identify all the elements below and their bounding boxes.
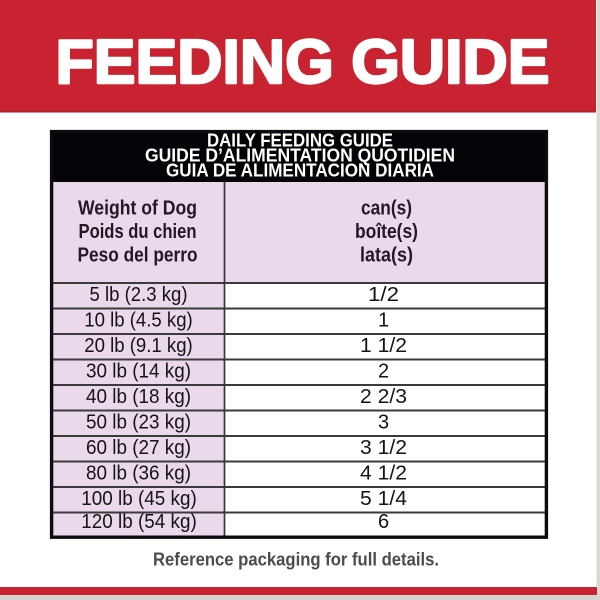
svg-text:20 lb (9.1 kg): 20 lb (9.1 kg) — [84, 335, 193, 357]
svg-text:can(s): can(s) — [361, 197, 412, 220]
svg-text:1/2: 1/2 — [368, 284, 399, 306]
svg-text:1 1/2: 1 1/2 — [360, 335, 407, 357]
svg-text:40 lb (18 kg): 40 lb (18 kg) — [86, 386, 191, 408]
svg-text:6: 6 — [378, 511, 389, 533]
svg-text:FEEDING GUIDE: FEEDING GUIDE — [56, 28, 550, 97]
svg-text:Weight of Dog: Weight of Dog — [78, 197, 197, 220]
svg-text:GUIDE D’ALIMENTATION QUOTIDIEN: GUIDE D’ALIMENTATION QUOTIDIEN — [145, 145, 455, 165]
svg-text:50 lb (23 kg): 50 lb (23 kg) — [86, 412, 191, 434]
svg-text:10 lb (4.5 kg): 10 lb (4.5 kg) — [84, 310, 193, 332]
svg-text:80 lb (36 kg): 80 lb (36 kg) — [86, 463, 191, 485]
svg-text:30 lb (14 kg): 30 lb (14 kg) — [86, 361, 191, 383]
svg-text:lata(s): lata(s) — [360, 244, 413, 267]
svg-text:Peso del perro: Peso del perro — [78, 244, 198, 267]
svg-text:1: 1 — [378, 310, 389, 332]
svg-text:3 1/2: 3 1/2 — [360, 437, 407, 459]
svg-text:GUIA DE ALIMENTACION DIARIA: GUIA DE ALIMENTACION DIARIA — [166, 160, 434, 180]
svg-text:2: 2 — [378, 361, 389, 383]
svg-text:60 lb (27 kg): 60 lb (27 kg) — [86, 437, 191, 459]
svg-text:2 2/3: 2 2/3 — [360, 386, 407, 408]
svg-text:Reference packaging for full d: Reference packaging for full details. — [153, 550, 439, 570]
svg-text:DAILY FEEDING GUIDE: DAILY FEEDING GUIDE — [207, 131, 393, 151]
svg-text:5 lb (2.3 kg): 5 lb (2.3 kg) — [90, 284, 188, 306]
svg-text:Poids du chien: Poids du chien — [79, 220, 197, 243]
svg-text:4 1/2: 4 1/2 — [360, 463, 407, 485]
svg-text:3: 3 — [378, 412, 389, 434]
svg-text:boîte(s): boîte(s) — [355, 220, 418, 243]
svg-text:5 1/4: 5 1/4 — [360, 488, 407, 510]
svg-text:120 lb (54 kg): 120 lb (54 kg) — [81, 511, 197, 533]
svg-text:100 lb (45 kg): 100 lb (45 kg) — [81, 488, 197, 510]
